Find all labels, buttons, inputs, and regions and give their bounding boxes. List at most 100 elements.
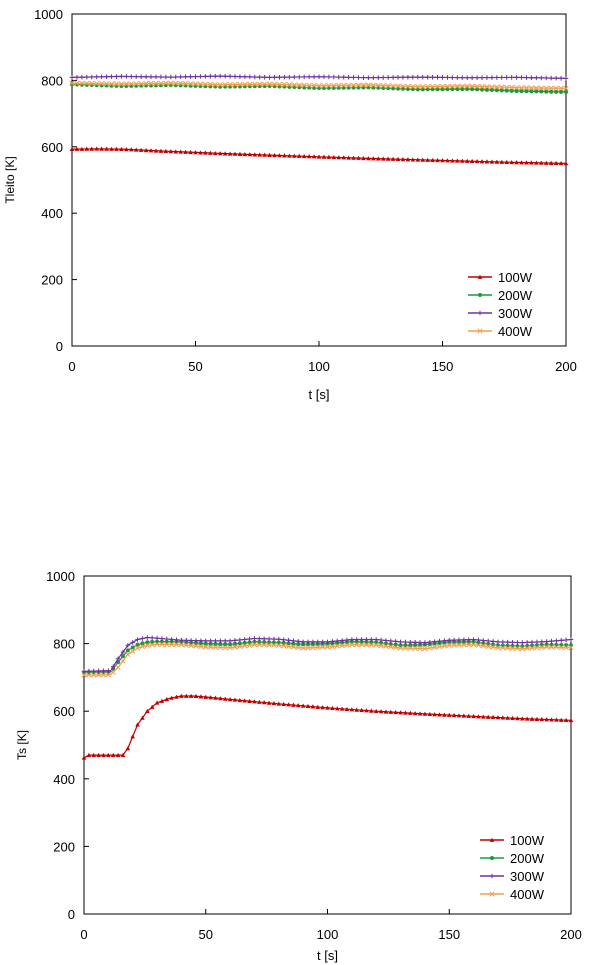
data-point [133,74,139,79]
data-point [397,645,404,651]
data-point [169,641,175,648]
data-point [287,153,292,158]
series-100w [81,693,574,760]
data-point [523,85,530,91]
data-point [285,643,292,650]
data-point [524,75,529,80]
data-point [79,80,85,86]
y-axis-label: Tleito [K] [3,156,17,203]
data-point [212,73,218,79]
data-point [203,74,208,79]
data-point [336,82,342,89]
data-point [412,640,418,645]
data-point [86,672,92,678]
data-point [222,73,228,79]
data-point [242,698,248,703]
data-point [125,648,130,653]
data-point [393,709,398,715]
data-point [178,80,184,87]
data-point [222,638,228,644]
data-point [378,709,384,714]
data-point [509,75,514,80]
data-point [222,151,228,156]
data-point [203,644,209,650]
data-point [359,637,364,642]
data-point [430,157,435,162]
data-point [101,668,106,674]
data-point [563,85,569,92]
data-point [440,158,445,163]
data-point [94,74,99,80]
legend-label: 100W [510,833,545,848]
data-point [193,643,199,649]
data-point [489,88,494,93]
data-point [378,642,384,649]
data-point [534,639,540,645]
data-point [198,150,203,155]
data-point [440,75,445,80]
data-point [485,714,491,719]
data-point [178,641,185,648]
x-tick-label: 200 [555,359,577,374]
data-point [395,75,401,80]
data-point [301,642,306,647]
data-point [169,695,174,700]
x-tick-label: 0 [80,927,87,942]
data-point [500,715,506,720]
data-point [310,639,316,645]
data-point [361,75,366,80]
data-point [247,152,253,157]
data-point [519,646,525,652]
data-point [459,158,465,163]
data-point [529,160,534,165]
data-point [494,88,499,93]
data-point [183,642,189,648]
data-point [301,74,307,80]
data-point [325,705,330,710]
data-point [149,642,155,648]
data-point [74,146,80,151]
x-tick-label: 0 [68,359,75,374]
data-point [316,154,322,159]
series-300w [81,635,574,674]
data-point [207,81,213,88]
data-point [408,643,413,648]
data-point [495,639,501,645]
data-point [393,639,398,644]
data-point [456,637,462,643]
data-point [461,713,467,718]
data-point [242,151,248,157]
data-point [242,640,247,645]
data-point [425,83,431,90]
data-point [115,656,121,662]
data-point [251,641,258,648]
data-point [295,639,301,644]
data-point [326,82,332,89]
data-point [252,74,258,80]
data-point [271,81,278,87]
data-point [140,636,145,641]
x-tick-label: 150 [432,359,454,374]
data-point [349,637,355,642]
y-tick-label: 600 [53,704,75,719]
data-point [558,85,564,91]
data-point [140,641,145,646]
data-point [437,638,442,644]
data-point [320,639,325,645]
data-point [208,641,213,646]
data-point [500,639,506,645]
data-point [276,81,283,88]
data-point [427,645,433,651]
data-point [539,160,544,165]
data-point [375,156,381,161]
data-point [158,80,164,86]
data-point [222,81,228,88]
data-point [344,637,350,643]
data-point [355,82,362,88]
data-point [529,716,535,721]
data-point [138,81,144,87]
data-point [324,644,331,650]
data-point [300,639,306,645]
data-point [163,80,169,86]
data-point [81,672,87,678]
